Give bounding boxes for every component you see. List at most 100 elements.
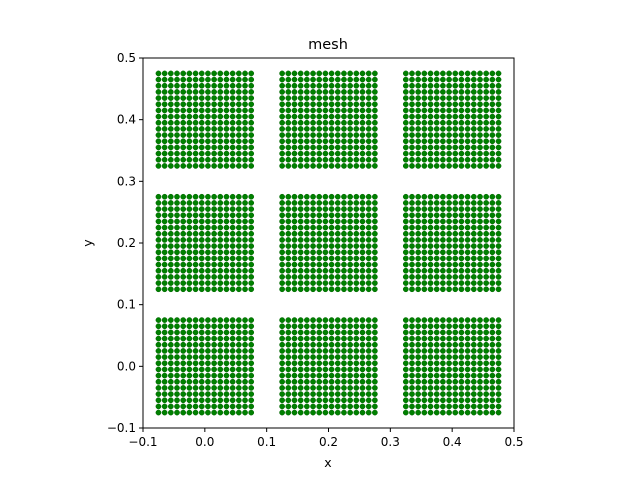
data-point <box>186 397 193 404</box>
data-point <box>279 70 285 77</box>
data-point <box>211 348 217 354</box>
data-point <box>322 156 329 163</box>
data-point <box>304 237 310 243</box>
data-point <box>470 89 477 95</box>
data-point <box>489 218 496 225</box>
data-point <box>365 274 372 280</box>
data-point <box>180 243 187 249</box>
data-point <box>477 218 483 225</box>
data-point <box>316 95 323 101</box>
data-point <box>433 101 440 108</box>
data-point <box>248 76 255 83</box>
data-point <box>217 409 224 416</box>
data-point <box>192 274 199 280</box>
data-point <box>372 354 378 360</box>
data-point <box>155 360 162 367</box>
data-point <box>353 348 360 354</box>
data-point <box>198 193 205 200</box>
data-point <box>198 163 205 169</box>
data-point <box>341 267 347 274</box>
data-point <box>316 89 323 95</box>
data-point <box>242 372 248 379</box>
data-point <box>372 101 378 108</box>
data-point <box>322 335 329 342</box>
data-point <box>446 391 452 397</box>
data-point <box>167 138 174 145</box>
data-point <box>223 132 230 138</box>
data-point <box>211 224 217 231</box>
data-point <box>328 230 335 237</box>
data-point <box>415 243 422 249</box>
data-point <box>359 206 366 212</box>
data-point <box>322 89 329 95</box>
data-point <box>446 372 452 379</box>
data-point <box>458 237 465 243</box>
data-point <box>359 403 366 410</box>
data-point <box>180 70 187 77</box>
data-point <box>167 403 174 410</box>
data-point <box>495 341 502 348</box>
data-point <box>161 267 168 274</box>
data-point <box>452 126 459 132</box>
data-point <box>347 249 353 256</box>
data-point <box>304 317 310 323</box>
data-point <box>458 366 465 373</box>
data-point <box>402 372 409 379</box>
data-point <box>316 397 323 404</box>
data-point <box>415 286 422 293</box>
data-point <box>223 138 230 145</box>
data-point <box>248 267 255 274</box>
data-point <box>446 280 452 286</box>
data-point <box>161 89 168 95</box>
data-point <box>186 224 193 231</box>
data-point <box>297 70 304 77</box>
data-point <box>483 70 490 77</box>
data-point <box>372 348 378 354</box>
data-point <box>470 206 477 212</box>
data-point <box>470 82 477 89</box>
data-point <box>304 372 310 379</box>
data-point <box>198 224 205 231</box>
data-point <box>495 70 502 77</box>
data-point <box>235 280 242 286</box>
data-point <box>495 163 502 169</box>
data-point <box>446 317 452 323</box>
data-point <box>322 224 329 231</box>
data-point <box>446 341 452 348</box>
data-point <box>161 243 168 249</box>
data-point <box>205 150 211 157</box>
data-point <box>489 385 496 391</box>
data-point <box>353 212 360 219</box>
data-point <box>464 89 471 95</box>
data-point <box>452 366 459 373</box>
data-point <box>279 132 285 138</box>
data-point <box>415 397 422 404</box>
data-point <box>353 126 360 132</box>
data-point <box>359 82 366 89</box>
data-point <box>489 360 496 367</box>
data-point <box>304 200 310 206</box>
data-point <box>235 218 242 225</box>
data-point <box>205 107 211 114</box>
data-point <box>341 156 347 163</box>
data-point <box>495 138 502 145</box>
data-point <box>415 280 422 286</box>
data-point <box>192 89 199 95</box>
data-point <box>365 193 372 200</box>
data-point <box>458 113 465 120</box>
data-point <box>415 193 422 200</box>
data-point <box>409 354 415 360</box>
data-point <box>211 89 217 95</box>
data-point <box>464 107 471 114</box>
data-point <box>372 156 378 163</box>
data-point <box>328 70 335 77</box>
data-point <box>446 138 452 145</box>
data-point <box>198 409 205 416</box>
data-point <box>458 95 465 101</box>
data-point <box>217 212 224 219</box>
data-point <box>223 366 230 373</box>
data-point <box>304 286 310 293</box>
data-point <box>328 193 335 200</box>
data-point <box>167 113 174 120</box>
data-point <box>427 409 434 416</box>
